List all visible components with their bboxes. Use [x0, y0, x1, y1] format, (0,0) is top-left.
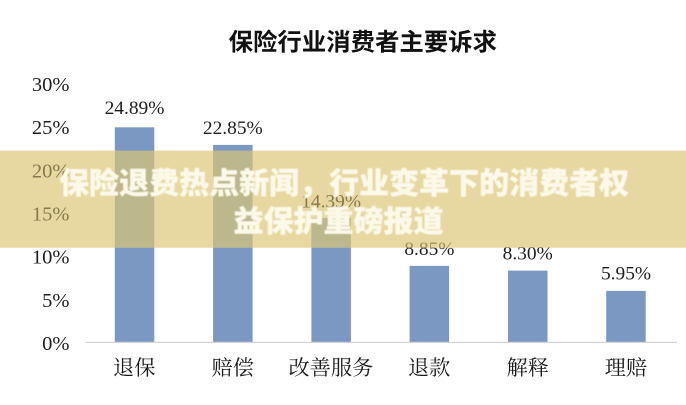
- svg-text:8.30%: 8.30%: [503, 244, 553, 265]
- svg-text:20%: 20%: [32, 160, 70, 182]
- svg-text:24.89%: 24.89%: [105, 98, 165, 119]
- svg-text:15%: 15%: [32, 204, 70, 226]
- svg-text:22.85%: 22.85%: [203, 118, 263, 139]
- svg-text:25%: 25%: [32, 117, 70, 139]
- svg-text:5%: 5%: [42, 290, 69, 312]
- svg-text:5.95%: 5.95%: [601, 264, 651, 285]
- svg-text:10%: 10%: [32, 247, 70, 269]
- svg-text:30%: 30%: [32, 74, 70, 96]
- svg-text:0%: 0%: [42, 333, 69, 355]
